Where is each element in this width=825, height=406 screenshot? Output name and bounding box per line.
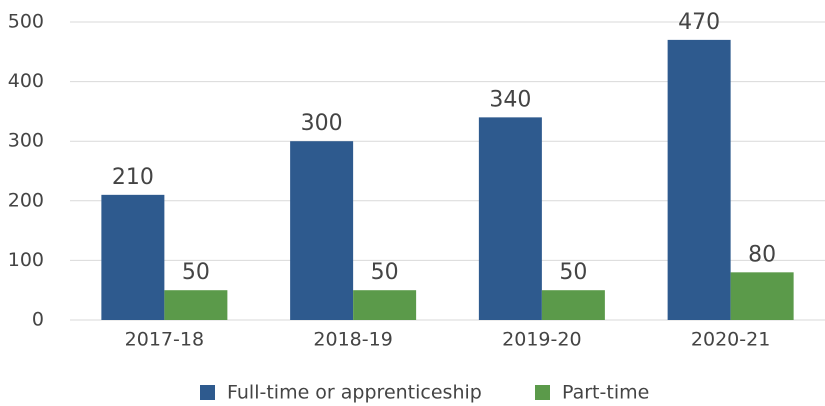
data-label: 210 [112,165,154,190]
legend-label: Full-time or apprenticeship [227,382,482,404]
bar [101,194,165,320]
legend-swatch [200,385,215,400]
y-tick-label: 0 [32,309,44,331]
data-label: 300 [301,111,343,136]
y-tick-label: 100 [8,249,44,271]
bar [478,117,542,320]
data-label: 340 [489,87,531,112]
y-tick-label: 500 [8,11,44,33]
bar [164,290,228,320]
bar [541,290,605,320]
y-tick-label: 400 [8,70,44,92]
legend-swatch [535,385,550,400]
x-tick-label: 2020-21 [691,329,770,351]
data-label: 50 [182,260,210,285]
y-tick-label: 200 [8,189,44,211]
x-tick-label: 2018-19 [313,329,392,351]
legend-label: Part-time [562,382,649,404]
data-label: 50 [371,260,399,285]
bar [353,290,417,320]
data-label: 470 [678,10,720,35]
data-label: 80 [748,242,776,267]
data-label: 50 [559,260,587,285]
bar [730,272,794,320]
bar [667,39,731,320]
x-tick-label: 2017-18 [125,329,204,351]
bar [290,141,354,320]
y-tick-label: 300 [8,130,44,152]
x-tick-label: 2019-20 [502,329,581,351]
